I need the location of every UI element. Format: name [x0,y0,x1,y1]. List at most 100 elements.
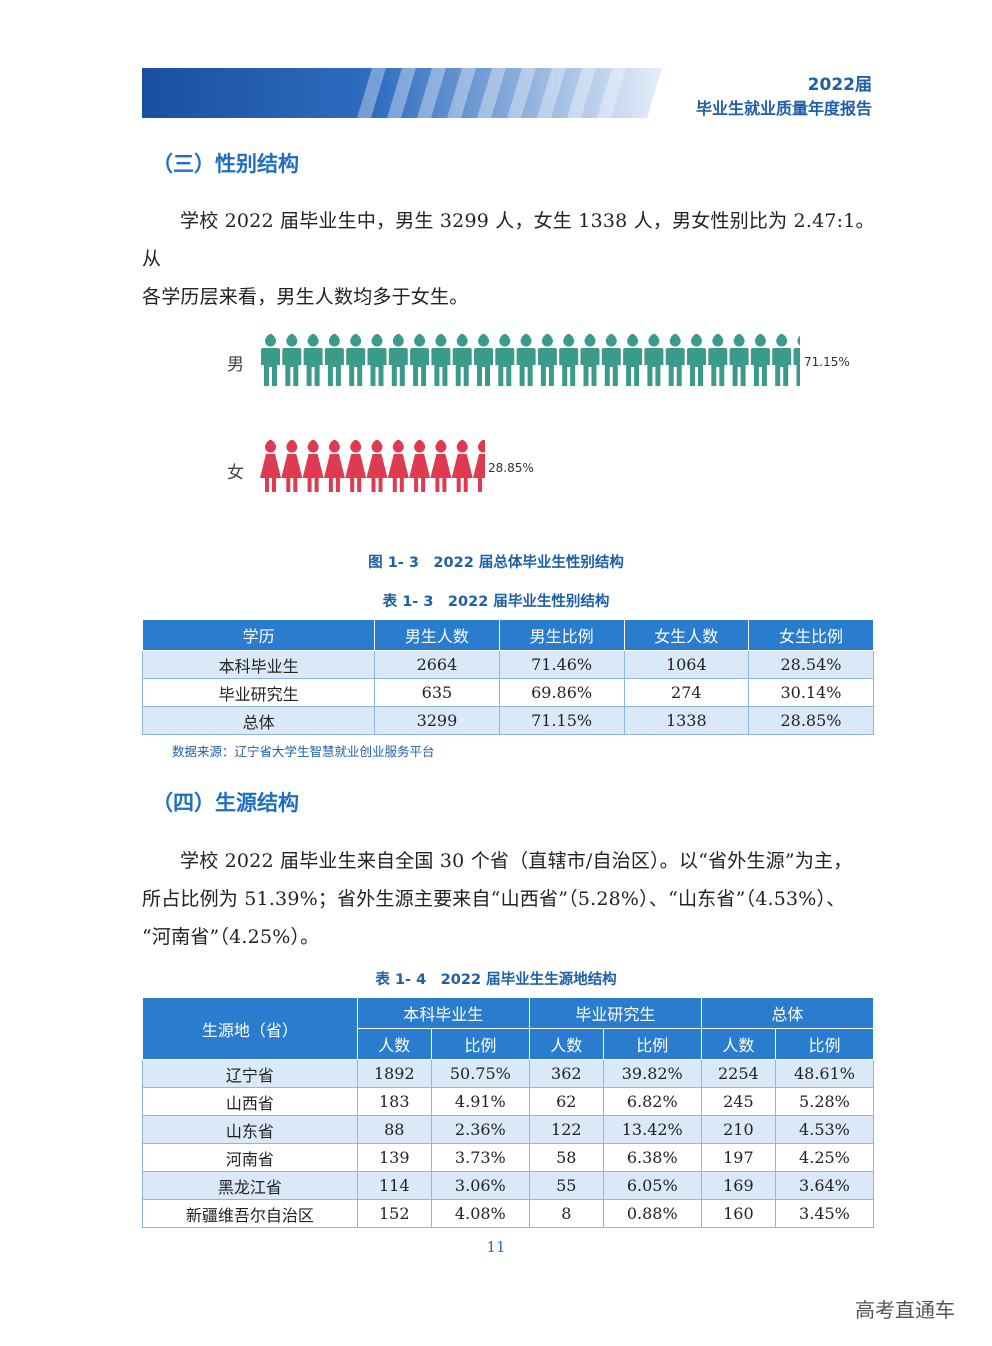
cell: 160 [700,1199,776,1228]
male-person-icon [772,334,792,386]
male-person-icon [623,334,643,386]
female-person-icon [387,440,409,492]
male-person-icon [431,334,451,386]
section-title-origin: （四）生源结构 [152,791,299,815]
female-person-icon [302,440,324,492]
female-person-icon [366,440,388,492]
table-row: 河南省 139 3.73% 58 6.38% 197 4.25% [142,1143,875,1172]
male-person-icon [324,334,344,386]
male-person-icon [516,334,536,386]
header-title: 毕业生就业质量年度报告 [695,99,872,118]
table-row: 本科毕业生 2664 71.46% 1064 28.54% [141,650,875,679]
cell: 3299 [374,706,500,735]
male-person-icon [367,334,387,386]
cell: 197 [700,1143,776,1172]
table-header-row: 生源地（省） 本科毕业生 毕业研究生 总体 [142,997,875,1060]
female-label: 女 [227,463,244,483]
subheader-count: 人数 [356,1028,432,1060]
watermark-text: 高考直通车 [855,1298,955,1322]
table4-caption: 表 1- 4 2022 届毕业生生源地结构 [375,972,617,988]
cell: 1064 [623,650,749,679]
male-percentage: 71.15% [804,355,850,369]
male-person-icon [495,334,515,386]
cell: 362 [528,1059,604,1088]
cell: 4.25% [774,1143,875,1172]
cell: 139 [356,1143,432,1172]
male-person-icon [452,334,472,386]
table-row: 黑龙江省 114 3.06% 55 6.05% 169 3.64% [142,1171,875,1200]
cell: 2254 [700,1059,776,1088]
cell: 50.75% [430,1059,530,1088]
cell: 山东省 [142,1115,358,1144]
cell: 62 [528,1087,604,1116]
gender-table: 学历 男生人数 男生比例 女生人数 女生比例 本科毕业生 2664 71.46%… [141,619,875,735]
header-group-postgrad: 毕业研究生 [528,997,702,1029]
cell: 6.05% [602,1171,702,1200]
cell: 3.73% [430,1143,530,1172]
cell: 8 [528,1199,604,1228]
table-row: 总体 3299 71.15% 1338 28.85% [141,706,875,735]
origin-table: 生源地（省） 本科毕业生 毕业研究生 总体 人数 比例 人数 比例 人数 比例 … [142,997,875,1228]
section-title-gender: （三）性别结构 [152,152,299,176]
table-subheader-row: 人数 比例 人数 比例 人数 比例 [143,1028,875,1060]
cell: 245 [700,1087,776,1116]
subheader-ratio: 比例 [774,1028,875,1060]
male-person-icon [410,334,430,386]
cell: 28.85% [747,706,875,735]
male-person-icon [346,334,366,386]
cell: 13.42% [602,1115,702,1144]
cell: 635 [374,678,500,707]
cell: 6.38% [602,1143,702,1172]
cell: 本科毕业生 [141,650,376,679]
male-person-icon [261,334,280,386]
cell: 3.45% [774,1199,875,1228]
female-percentage: 28.85% [488,461,534,475]
cell: 58 [528,1143,604,1172]
female-person-icon [345,440,367,492]
cell: 1892 [356,1059,432,1088]
subheader-count: 人数 [700,1028,776,1060]
table3-caption: 表 1- 3 2022 届毕业生性别结构 [382,594,610,610]
male-person-icon [303,334,323,386]
male-person-icon [708,334,728,386]
cell: 4.91% [430,1087,530,1116]
cell: 6.82% [602,1087,702,1116]
cell: 48.61% [774,1059,875,1088]
cell: 30.14% [747,678,875,707]
header-female-ratio: 女生比例 [747,619,875,651]
female-pictogram [260,440,485,492]
cell: 3.64% [774,1171,875,1200]
header-banner [142,68,662,118]
header-group-undergrad: 本科毕业生 [356,997,530,1029]
header-education: 学历 [141,619,376,651]
cell: 69.86% [498,678,625,707]
gender-paragraph-line2: 各学历层来看，男生人数均多于女生。 [142,286,469,308]
cell: 71.15% [498,706,625,735]
female-person-icon [473,440,485,492]
female-person-icon [281,440,303,492]
cell: 28.54% [747,650,875,679]
header-male-ratio: 男生比例 [498,619,625,651]
data-source-note: 数据来源：辽宁省大学生智慧就业创业服务平台 [172,744,435,759]
origin-paragraph: 学校 2022 届毕业生来自全国 30 个省（直辖市/自治区）。以“省外生源”为… [142,842,882,956]
male-person-icon [665,334,685,386]
female-person-icon [323,440,345,492]
header-year: 2022届 [807,75,872,95]
cell: 122 [528,1115,604,1144]
male-pictogram [261,334,800,386]
header-origin: 生源地（省） [142,997,358,1060]
origin-paragraph-line3: “河南省”（4.25%）。 [142,926,320,948]
male-label: 男 [227,355,244,375]
cell: 毕业研究生 [141,678,376,707]
cell: 总体 [141,706,376,735]
female-person-icon [260,440,281,492]
male-person-icon [474,334,493,386]
cell: 河南省 [142,1143,358,1172]
male-person-icon [282,334,302,386]
male-person-icon [644,334,664,386]
cell: 山西省 [142,1087,358,1116]
subheader-ratio: 比例 [430,1028,530,1060]
table-row: 辽宁省 1892 50.75% 362 39.82% 2254 48.61% [142,1059,875,1088]
male-person-icon [388,334,408,386]
cell: 辽宁省 [142,1059,358,1088]
